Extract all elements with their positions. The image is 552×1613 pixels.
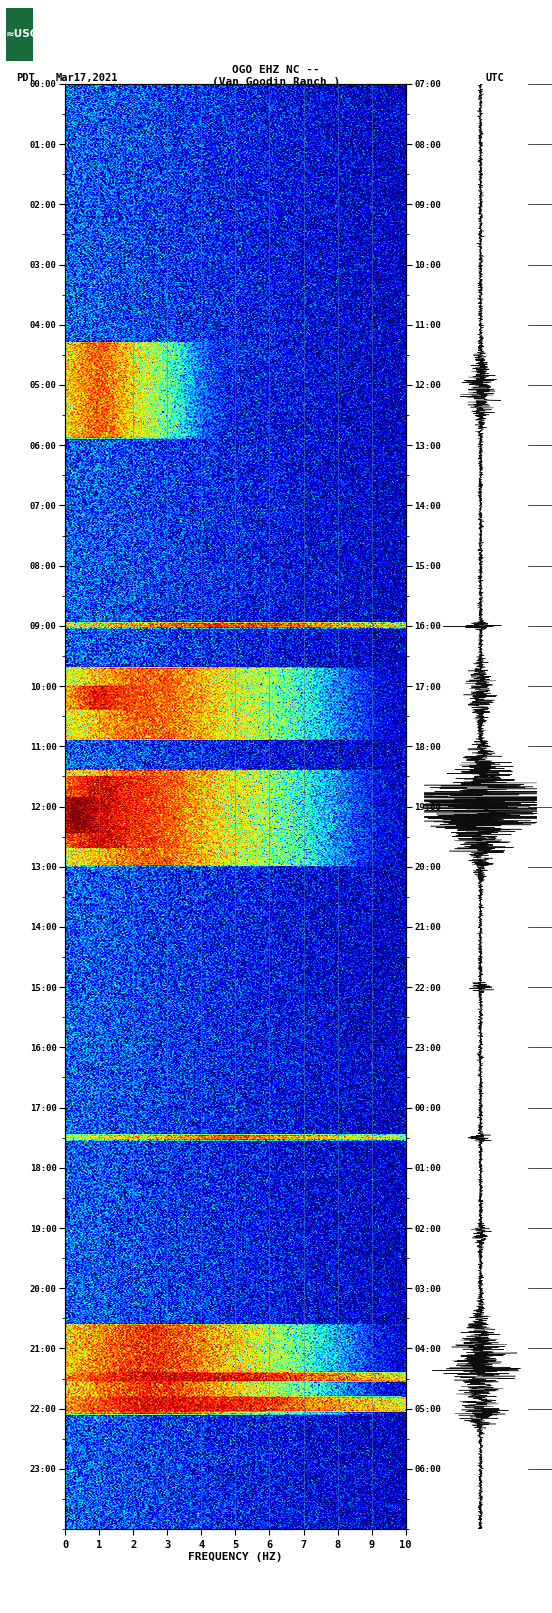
Text: Mar17,2021: Mar17,2021 bbox=[55, 73, 118, 82]
Bar bbox=[6, 8, 33, 61]
Text: ≈USGS: ≈USGS bbox=[6, 29, 47, 39]
Text: (Van Goodin Ranch ): (Van Goodin Ranch ) bbox=[212, 77, 340, 87]
Text: PDT: PDT bbox=[17, 73, 35, 82]
Text: OGO EHZ NC --: OGO EHZ NC -- bbox=[232, 65, 320, 74]
Text: UTC: UTC bbox=[486, 73, 505, 82]
X-axis label: FREQUENCY (HZ): FREQUENCY (HZ) bbox=[188, 1552, 283, 1563]
